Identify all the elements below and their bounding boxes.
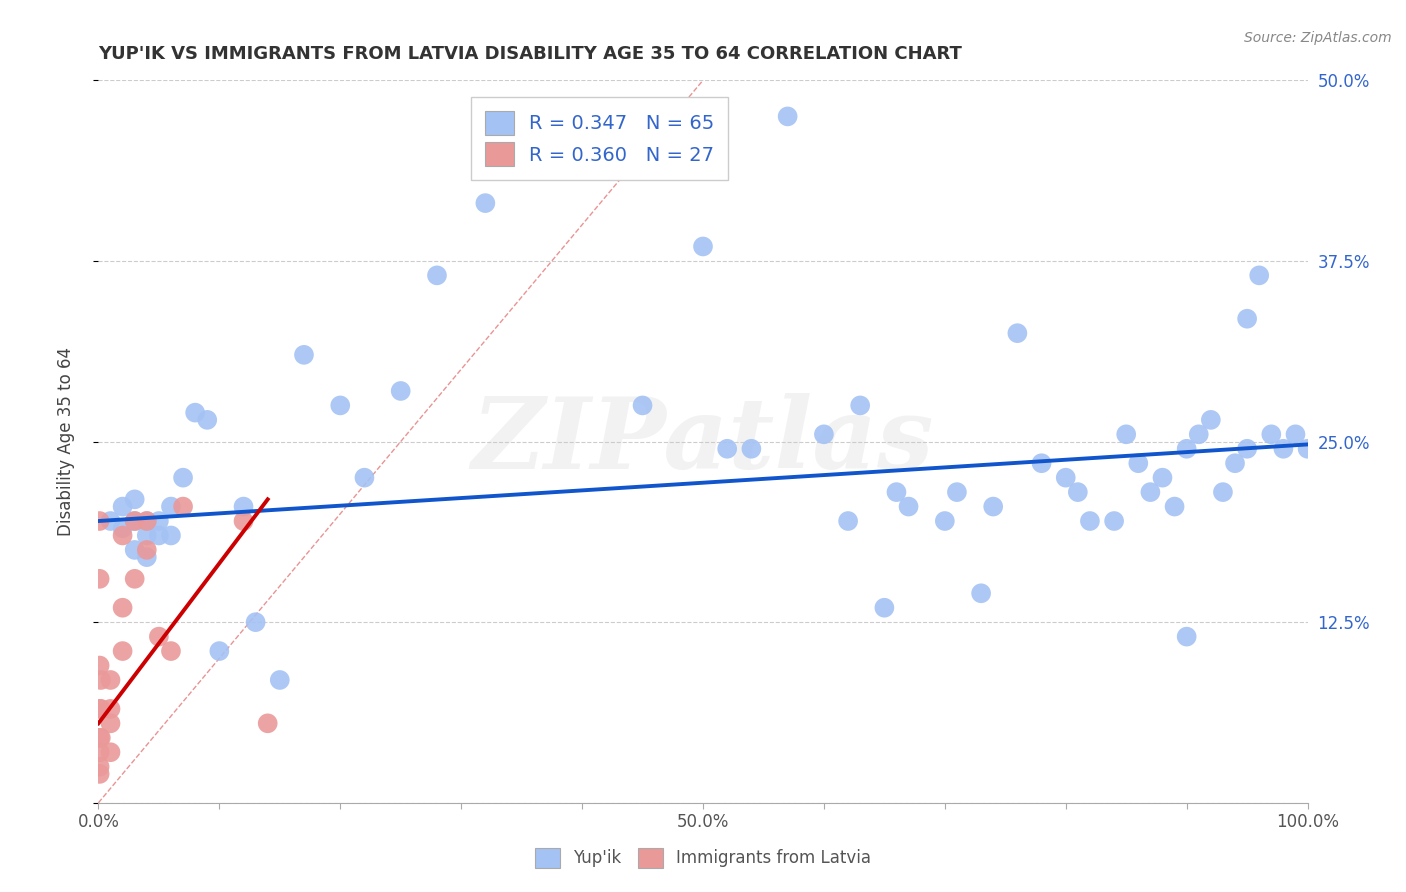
Point — [245, 615, 267, 630]
Point — [897, 500, 920, 514]
Point — [1296, 442, 1319, 456]
Point — [1067, 485, 1090, 500]
Point — [1236, 442, 1258, 456]
Point — [1078, 514, 1101, 528]
Point — [474, 196, 496, 211]
Point — [135, 514, 157, 528]
Point — [160, 528, 183, 542]
Point — [269, 673, 291, 687]
Point — [100, 716, 122, 731]
Point — [100, 514, 122, 528]
Point — [135, 550, 157, 565]
Point — [172, 470, 194, 484]
Point — [111, 644, 134, 658]
Point — [135, 528, 157, 542]
Point — [148, 514, 170, 528]
Point — [148, 528, 170, 542]
Point — [1272, 442, 1295, 456]
Point — [100, 673, 122, 687]
Point — [716, 442, 738, 456]
Point — [184, 406, 207, 420]
Point — [89, 745, 111, 759]
Point — [426, 268, 449, 283]
Point — [1163, 500, 1185, 514]
Point — [232, 514, 254, 528]
Point — [148, 630, 170, 644]
Point — [1236, 311, 1258, 326]
Point — [873, 600, 896, 615]
Point — [89, 760, 111, 774]
Point — [1199, 413, 1222, 427]
Point — [1152, 470, 1174, 484]
Point — [1139, 485, 1161, 500]
Point — [1249, 268, 1271, 283]
Point — [90, 673, 112, 687]
Point — [1188, 427, 1211, 442]
Point — [740, 442, 762, 456]
Point — [1212, 485, 1234, 500]
Text: ZIPatlas: ZIPatlas — [472, 393, 934, 490]
Point — [1102, 514, 1125, 528]
Point — [124, 542, 146, 557]
Point — [160, 500, 183, 514]
Point — [89, 767, 111, 781]
Point — [208, 644, 231, 658]
Point — [353, 470, 375, 484]
Point — [1260, 427, 1282, 442]
Point — [124, 572, 146, 586]
Point — [1007, 326, 1029, 340]
Point — [813, 427, 835, 442]
Point — [195, 413, 218, 427]
Point — [124, 492, 146, 507]
Point — [886, 485, 908, 500]
Point — [934, 514, 956, 528]
Legend: Yup'ik, Immigrants from Latvia: Yup'ik, Immigrants from Latvia — [529, 841, 877, 875]
Text: YUP'IK VS IMMIGRANTS FROM LATVIA DISABILITY AGE 35 TO 64 CORRELATION CHART: YUP'IK VS IMMIGRANTS FROM LATVIA DISABIL… — [98, 45, 962, 63]
Point — [100, 702, 122, 716]
Point — [389, 384, 412, 398]
Point — [256, 716, 278, 731]
Point — [329, 398, 352, 412]
Point — [1115, 427, 1137, 442]
Point — [89, 731, 111, 745]
Point — [1223, 456, 1246, 470]
Point — [111, 500, 134, 514]
Point — [776, 110, 799, 124]
Point — [981, 500, 1004, 514]
Point — [837, 514, 859, 528]
Point — [135, 542, 157, 557]
Point — [970, 586, 993, 600]
Point — [124, 514, 146, 528]
Point — [90, 702, 112, 716]
Point — [100, 745, 122, 759]
Point — [1031, 456, 1053, 470]
Point — [89, 702, 111, 716]
Point — [111, 528, 134, 542]
Point — [135, 514, 157, 528]
Point — [1054, 470, 1077, 484]
Point — [1175, 442, 1198, 456]
Point — [1284, 427, 1306, 442]
Point — [90, 731, 112, 745]
Point — [172, 500, 194, 514]
Y-axis label: Disability Age 35 to 64: Disability Age 35 to 64 — [56, 347, 75, 536]
Point — [160, 644, 183, 658]
Point — [89, 658, 111, 673]
Point — [1175, 630, 1198, 644]
Point — [124, 514, 146, 528]
Point — [89, 572, 111, 586]
Text: Source: ZipAtlas.com: Source: ZipAtlas.com — [1244, 31, 1392, 45]
Point — [232, 500, 254, 514]
Point — [292, 348, 315, 362]
Point — [692, 239, 714, 253]
Point — [849, 398, 872, 412]
Point — [631, 398, 654, 412]
Point — [89, 514, 111, 528]
Point — [111, 521, 134, 535]
Point — [946, 485, 969, 500]
Legend: R = 0.347   N = 65, R = 0.360   N = 27: R = 0.347 N = 65, R = 0.360 N = 27 — [471, 97, 728, 179]
Point — [1128, 456, 1150, 470]
Point — [111, 600, 134, 615]
